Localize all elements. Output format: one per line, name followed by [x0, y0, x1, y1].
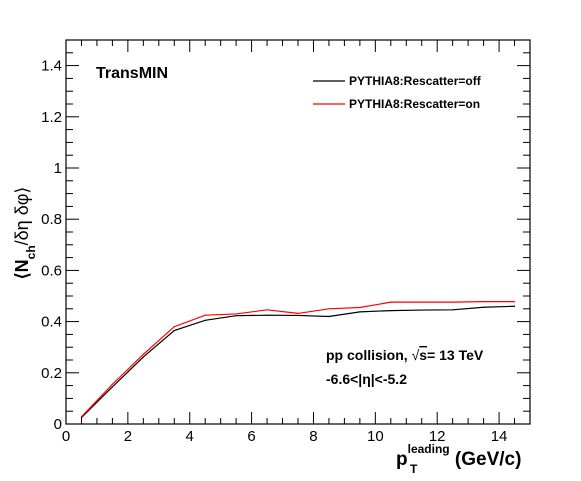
- data-point: [80, 416, 83, 418]
- axis-ticks: [65, 39, 531, 425]
- data-point: [421, 309, 423, 311]
- sqrt-symbol: √: [412, 347, 420, 363]
- y-tick-label: 1.2: [41, 109, 62, 126]
- transmin-label: TransMIN: [96, 65, 168, 82]
- collision-prefix: pp collision,: [326, 347, 412, 363]
- x-tick-label: 8: [309, 428, 317, 445]
- y-tick-label: 1: [54, 160, 62, 177]
- data-point: [513, 305, 516, 307]
- y-tick-label: 0.6: [41, 262, 62, 279]
- collision-annotation: pp collision, √s= 13 TeV: [326, 347, 484, 363]
- data-point: [359, 306, 361, 309]
- collision-suffix: = 13 TeV: [427, 347, 484, 363]
- data-point: [173, 326, 175, 328]
- x-title-sub: T: [410, 462, 418, 476]
- data-point: [204, 319, 206, 321]
- x-tick-label: 10: [367, 428, 384, 445]
- data-point: [452, 309, 454, 311]
- data-point: [266, 314, 268, 316]
- data-point: [513, 301, 516, 303]
- data-point: [235, 315, 237, 317]
- data-point: [452, 301, 454, 303]
- data-point: [142, 356, 144, 358]
- y-tick-label: 1.4: [41, 58, 62, 75]
- legend-label-off: PYTHIA8:Rescatter=off: [349, 74, 482, 88]
- y-tick-label: 0: [54, 416, 62, 433]
- data-point: [142, 353, 144, 355]
- eta-annotation: -6.6<|η|<-5.2: [326, 371, 407, 387]
- y-tick-label: 0.4: [41, 314, 62, 331]
- data-point: [359, 311, 361, 313]
- data-point: [390, 301, 392, 303]
- legend-label-on: PYTHIA8:Rescatter=on: [349, 97, 480, 111]
- x-tick-label: 6: [247, 428, 255, 445]
- x-title-sup: leading: [408, 442, 450, 456]
- data-point: [111, 383, 113, 385]
- data-point: [297, 314, 299, 317]
- axis-tick-labels: 0 2 4 6 8 10 12 14 0 0.2 0.4 0.6 0.8 1 1.2 1.4: [41, 58, 507, 445]
- data-point: [483, 306, 485, 308]
- data-point: [173, 329, 175, 332]
- x-tick-label: 12: [429, 428, 446, 445]
- x-tick-label: 4: [186, 428, 194, 445]
- data-point: [297, 312, 299, 315]
- data-point: [328, 315, 330, 318]
- y-tick-label: 0.8: [41, 211, 62, 228]
- x-tick-label: 2: [124, 428, 132, 445]
- data-point: [483, 301, 485, 303]
- data-point: [111, 386, 113, 388]
- x-title-p: p: [396, 449, 408, 470]
- data-point: [266, 309, 268, 311]
- y-title-sub: ch: [24, 245, 38, 259]
- series-lines: [80, 301, 516, 419]
- data-point: [390, 309, 392, 312]
- x-title-unit: (GeV/c): [450, 449, 522, 470]
- x-axis-title: pleading (GeV/c): [396, 442, 521, 470]
- data-point: [328, 308, 330, 310]
- sqrt-s: s: [419, 347, 427, 363]
- x-tick-label: 14: [491, 428, 508, 445]
- x-tick-label: 0: [62, 428, 70, 445]
- y-axis-title: ⟨Nch/δη δφ⟩: [12, 187, 38, 280]
- data-point: [235, 313, 237, 315]
- y-title-part1: ⟨N: [12, 259, 32, 279]
- legend: PYTHIA8:Rescatter=off PYTHIA8:Rescatter=…: [313, 74, 482, 111]
- data-point: [421, 301, 423, 303]
- y-title-part2: /δη δφ⟩: [12, 187, 32, 246]
- data-point: [204, 314, 206, 316]
- y-tick-label: 0.2: [41, 365, 62, 382]
